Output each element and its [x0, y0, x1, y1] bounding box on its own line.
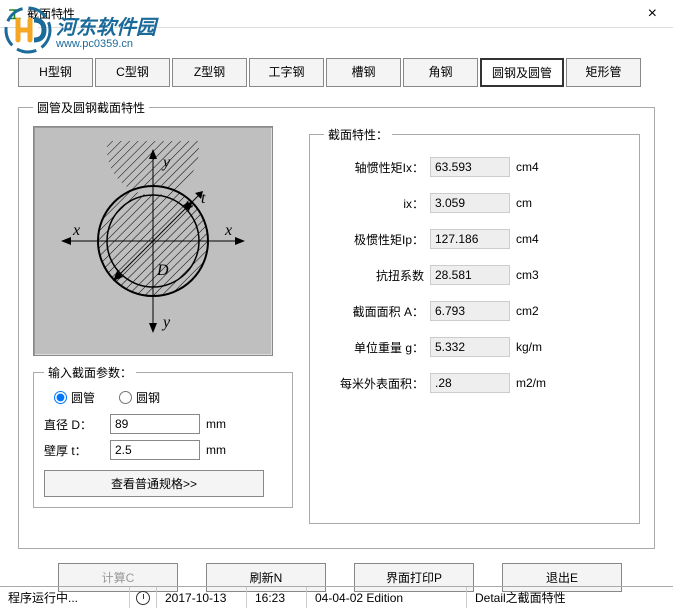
thickness-label: 壁厚 t： [44, 442, 104, 459]
spec-button[interactable]: 查看普通规格>> [44, 470, 264, 497]
properties-legend: 截面特性： [324, 126, 392, 143]
radio-solid-label[interactable]: 圆钢 [119, 389, 160, 406]
input-params-legend: 输入截面参数： [44, 364, 136, 381]
diameter-input[interactable] [110, 414, 200, 434]
main-legend: 圆管及圆钢截面特性 [33, 99, 149, 116]
prop-area-value: 6.793 [430, 301, 510, 321]
prop-weight-value: 5.332 [430, 337, 510, 357]
svg-text:D: D [156, 262, 169, 279]
status-time: 16:23 [247, 587, 307, 608]
prop-torsion-unit: cm3 [516, 268, 566, 282]
app-icon: 工 [8, 4, 21, 23]
svg-text:y: y [161, 154, 171, 171]
tab-angle[interactable]: 角钢 [403, 58, 478, 87]
window-title: 截面特性 [27, 5, 640, 22]
tabs: H型钢 C型钢 Z型钢 工字钢 槽钢 角钢 圆钢及圆管 矩形管 [18, 58, 655, 87]
radio-tube-text: 圆管 [71, 389, 95, 406]
prop-area-unit: cm2 [516, 304, 566, 318]
prop-ix2-unit: cm [516, 196, 566, 210]
prop-surface-unit: m2/m [516, 376, 566, 390]
prop-area-label: 截面面积 A： [324, 303, 424, 320]
prop-ix2-value: 3.059 [430, 193, 510, 213]
clock-icon [136, 591, 150, 605]
prop-ix-value: 63.593 [430, 157, 510, 177]
svg-text:t: t [201, 190, 206, 207]
tab-round[interactable]: 圆钢及圆管 [480, 58, 564, 87]
status-text: 程序运行中... [0, 587, 130, 608]
svg-text:x: x [224, 222, 232, 239]
prop-ip-label: 极惯性矩Ip： [324, 231, 424, 248]
section-diagram: y y x x D t [33, 126, 273, 356]
radio-solid-text: 圆钢 [136, 389, 160, 406]
tab-channel[interactable]: 槽钢 [326, 58, 401, 87]
svg-text:x: x [72, 222, 80, 239]
status-edition: 04-04-02 Edition [307, 587, 467, 608]
clock-icon-cell [130, 587, 157, 608]
tab-c-steel[interactable]: C型钢 [95, 58, 170, 87]
input-params-group: 输入截面参数： 圆管 圆钢 直径 D： [33, 364, 293, 508]
status-detail: Detail之截面特性 [467, 587, 673, 608]
prop-ix-label: 轴惯性矩Ix： [324, 159, 424, 176]
diameter-unit: mm [206, 417, 236, 431]
tab-z-steel[interactable]: Z型钢 [172, 58, 247, 87]
prop-torsion-label: 抗扭系数 [324, 267, 424, 284]
prop-weight-label: 单位重量 g： [324, 339, 424, 356]
titlebar: 工 截面特性 × [0, 0, 673, 28]
radio-solid[interactable] [119, 391, 132, 404]
prop-surface-value: .28 [430, 373, 510, 393]
tab-rect[interactable]: 矩形管 [566, 58, 641, 87]
diameter-label: 直径 D： [44, 416, 104, 433]
main-group: 圆管及圆钢截面特性 [18, 99, 655, 549]
prop-ix-unit: cm4 [516, 160, 566, 174]
prop-ip-unit: cm4 [516, 232, 566, 246]
radio-tube-label[interactable]: 圆管 [54, 389, 95, 406]
prop-ip-value: 127.186 [430, 229, 510, 249]
thickness-input[interactable] [110, 440, 200, 460]
close-button[interactable]: × [640, 5, 665, 23]
radio-tube[interactable] [54, 391, 67, 404]
tab-h-steel[interactable]: H型钢 [18, 58, 93, 87]
statusbar: 程序运行中... 2017-10-13 16:23 04-04-02 Editi… [0, 586, 673, 608]
svg-text:y: y [161, 314, 171, 331]
prop-torsion-value: 28.581 [430, 265, 510, 285]
status-date: 2017-10-13 [157, 587, 247, 608]
tab-i-steel[interactable]: 工字钢 [249, 58, 324, 87]
properties-group: 截面特性： 轴惯性矩Ix： 63.593 cm4 ix： 3.059 cm 极惯… [309, 126, 640, 524]
thickness-unit: mm [206, 443, 236, 457]
prop-surface-label: 每米外表面积： [324, 375, 424, 392]
prop-ix2-label: ix： [324, 195, 424, 212]
prop-weight-unit: kg/m [516, 340, 566, 354]
